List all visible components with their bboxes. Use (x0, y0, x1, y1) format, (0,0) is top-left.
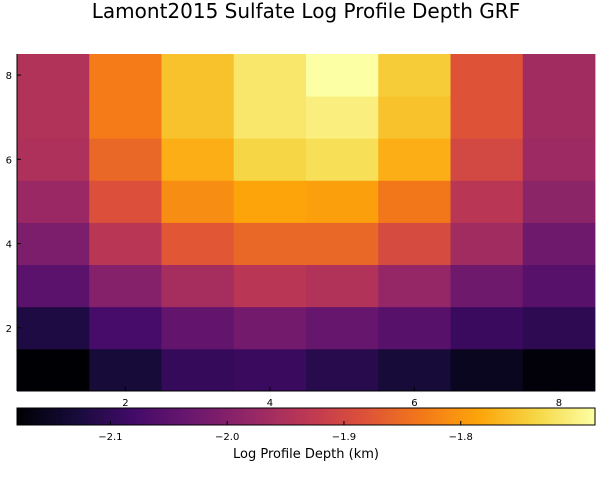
plot-axes (16, 54, 595, 392)
colorbar-tick-label: −1.9 (332, 432, 356, 443)
heatmap-cell (522, 96, 596, 139)
heatmap-cell (233, 138, 307, 181)
y-tick-label: 4 (6, 240, 12, 251)
y-tick-label: 2 (6, 324, 12, 335)
colorbar-label: Log Profile Depth (km) (233, 447, 379, 462)
x-tick-label: 2 (122, 398, 128, 409)
heatmap-cell (378, 264, 451, 308)
heatmap-cell (89, 222, 162, 266)
heatmap-cell (522, 306, 596, 350)
heatmap-cell (306, 306, 379, 350)
heatmap-cell (233, 54, 307, 97)
heatmap-cell (89, 96, 162, 139)
heatmap-cell (161, 222, 235, 266)
heatmap-cell (17, 180, 90, 223)
heatmap-cell (233, 264, 307, 308)
heatmap-cell (233, 222, 307, 266)
heatmap-cell (17, 138, 90, 181)
x-tick-label: 4 (267, 398, 273, 409)
chart-title: Lamont2015 Sulfate Log Profile Depth GRF (92, 0, 520, 23)
heatmap-cell (233, 348, 307, 392)
heatmap-cell (161, 264, 235, 308)
heatmap-cell (522, 138, 596, 181)
heatmap-cell (378, 180, 451, 223)
heatmap-cell (450, 264, 524, 308)
colorbar-tick-label: −1.8 (449, 432, 473, 443)
heatmap-cell (161, 180, 235, 223)
heatmap-cells (17, 54, 596, 392)
heatmap-cell (17, 306, 90, 350)
x-tick-label: 6 (411, 398, 417, 409)
heatmap-cell (378, 306, 451, 350)
heatmap-cell (17, 264, 90, 308)
heatmap-cell (450, 222, 524, 266)
colorbar: −2.1 −2.0 −1.9 −1.8 (16, 407, 596, 443)
heatmap-cell (161, 306, 235, 350)
heatmap-cell (378, 54, 451, 97)
heatmap-cell (450, 96, 524, 139)
heatmap-cell (378, 138, 451, 181)
heatmap-cell (450, 180, 524, 223)
heatmap-cell (306, 96, 379, 139)
heatmap-cell (450, 54, 524, 97)
heatmap-cell (522, 348, 596, 392)
heatmap-cell (522, 222, 596, 266)
heatmap-cell (17, 54, 90, 97)
heatmap-cell (161, 54, 235, 97)
heatmap-cell (378, 348, 451, 392)
heatmap-cell (450, 138, 524, 181)
colorbar-tick-label: −2.1 (98, 432, 122, 443)
heatmap-cell (306, 348, 379, 392)
heatmap-cell (161, 96, 235, 139)
colorbar-tick-label: −2.0 (215, 432, 239, 443)
heatmap-cell (378, 222, 451, 266)
heatmap-cell (89, 306, 162, 350)
heatmap-cell (161, 138, 235, 181)
heatmap-cell (233, 96, 307, 139)
y-tick-label: 6 (6, 155, 12, 166)
colorbar-gradient (16, 407, 596, 426)
heatmap-cell (378, 96, 451, 139)
heatmap-cell (522, 180, 596, 223)
x-tick-label: 8 (556, 398, 562, 409)
heatmap-cell (522, 264, 596, 308)
heatmap-cell (89, 138, 162, 181)
x-axis-ticks: 2 4 6 8 (122, 387, 562, 409)
y-tick-label: 8 (6, 71, 12, 82)
heatmap-cell (306, 138, 379, 181)
heatmap-cell (522, 54, 596, 97)
heatmap-cell (306, 180, 379, 223)
heatmap-cell (89, 54, 162, 97)
heatmap-cell (89, 264, 162, 308)
y-axis-ticks: 2 4 6 8 (6, 71, 21, 335)
heatmap-cell (233, 306, 307, 350)
heatmap-cell (450, 348, 524, 392)
heatmap-cell (306, 222, 379, 266)
heatmap-cell (306, 264, 379, 308)
heatmap-cell (89, 348, 162, 392)
heatmap-cell (89, 180, 162, 223)
heatmap-cell (17, 222, 90, 266)
heatmap-cell (161, 348, 235, 392)
heatmap-cell (17, 96, 90, 139)
heatmap-cell (306, 54, 379, 97)
heatmap-cell (233, 180, 307, 223)
heatmap-cell (17, 348, 90, 392)
heatmap-cell (450, 306, 524, 350)
